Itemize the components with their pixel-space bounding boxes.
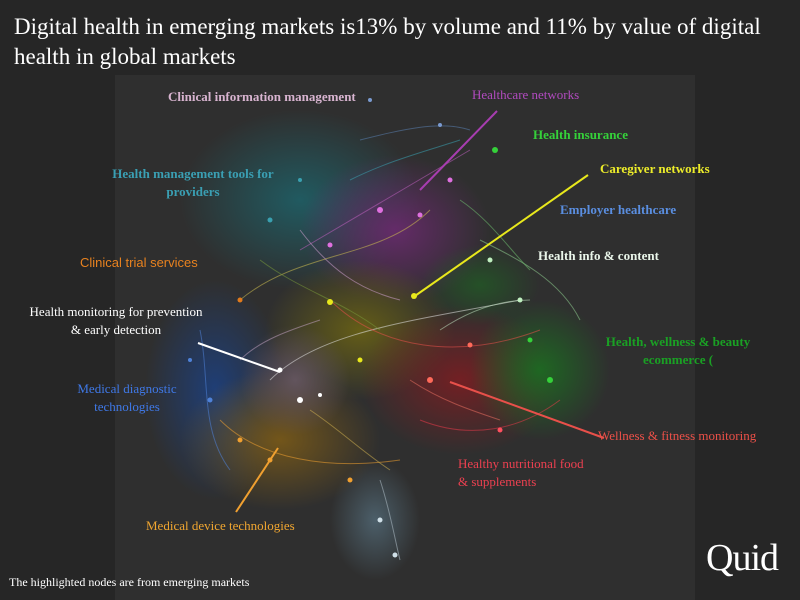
pointer-medical-device [235, 447, 279, 513]
cluster-blobs [145, 110, 610, 580]
pointer-caregiver-networks [411, 174, 589, 299]
label-health-insurance: Health insurance [533, 127, 628, 142]
label-clinical-trial: Clinical trial services [80, 255, 198, 270]
pointer-health-monitoring [197, 342, 281, 373]
label-health-info: Health info & content [538, 248, 659, 263]
label-wellness-fitness: Wellness & fitness monitoring [598, 428, 757, 443]
label-caregiver-networks: Caregiver networks [600, 161, 710, 176]
network-edges [199, 125, 581, 561]
pointer-lines [197, 110, 605, 513]
pointer-wellness-fitness [449, 381, 605, 439]
footnote: The highlighted nodes are from emerging … [9, 575, 250, 589]
label-health-mgmt-tools: Health management tools for providers [112, 166, 274, 199]
label-healthcare-networks: Healthcare networks [472, 87, 580, 102]
label-healthy-nutritional: Healthy nutritional food & supplements [458, 456, 584, 489]
label-health-monitoring: Health monitoring for prevention & early… [29, 304, 203, 337]
quid-logo: Quid [706, 537, 779, 579]
page-title: Digital health in emerging markets is13%… [14, 14, 761, 69]
label-clinical-info: Clinical information management [168, 89, 356, 104]
label-medical-device: Medical device technologies [146, 518, 295, 533]
network-nodes [188, 98, 553, 558]
label-medical-diagnostic: Medical diagnostic technologies [77, 381, 177, 414]
pointer-healthcare-networks [419, 110, 498, 191]
label-employer-healthcare: Employer healthcare [560, 202, 677, 217]
label-wellness-ecommerce: Health, wellness & beauty ecommerce ( [605, 334, 751, 367]
